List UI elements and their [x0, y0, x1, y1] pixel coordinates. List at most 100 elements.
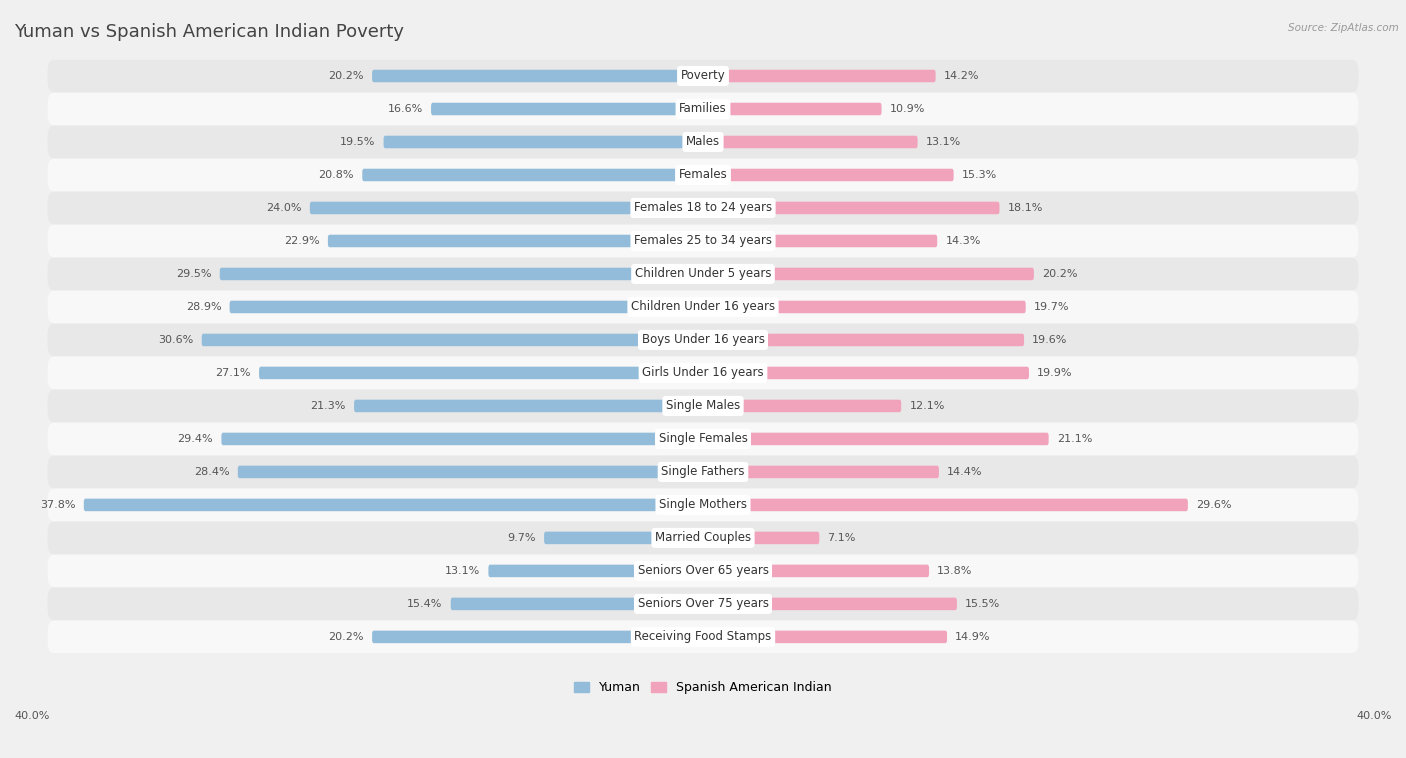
- FancyBboxPatch shape: [703, 169, 953, 181]
- FancyBboxPatch shape: [48, 555, 1358, 587]
- FancyBboxPatch shape: [703, 103, 882, 115]
- Text: Single Mothers: Single Mothers: [659, 499, 747, 512]
- Text: Families: Families: [679, 102, 727, 115]
- Text: 20.2%: 20.2%: [329, 632, 364, 642]
- FancyBboxPatch shape: [48, 423, 1358, 455]
- Legend: Yuman, Spanish American Indian: Yuman, Spanish American Indian: [569, 676, 837, 700]
- Text: 20.2%: 20.2%: [1042, 269, 1077, 279]
- FancyBboxPatch shape: [373, 631, 703, 644]
- Text: 24.0%: 24.0%: [266, 203, 302, 213]
- Text: 18.1%: 18.1%: [1008, 203, 1043, 213]
- Text: 22.9%: 22.9%: [284, 236, 319, 246]
- FancyBboxPatch shape: [48, 522, 1358, 554]
- FancyBboxPatch shape: [703, 597, 957, 610]
- Text: Children Under 16 years: Children Under 16 years: [631, 300, 775, 314]
- Text: 10.9%: 10.9%: [890, 104, 925, 114]
- FancyBboxPatch shape: [363, 169, 703, 181]
- Text: Girls Under 16 years: Girls Under 16 years: [643, 366, 763, 380]
- Text: Yuman vs Spanish American Indian Poverty: Yuman vs Spanish American Indian Poverty: [14, 23, 404, 41]
- FancyBboxPatch shape: [703, 433, 1049, 445]
- Text: Single Females: Single Females: [658, 432, 748, 446]
- Text: 19.5%: 19.5%: [340, 137, 375, 147]
- FancyBboxPatch shape: [48, 192, 1358, 224]
- FancyBboxPatch shape: [48, 126, 1358, 158]
- Text: 19.9%: 19.9%: [1038, 368, 1073, 378]
- Text: 29.6%: 29.6%: [1197, 500, 1232, 510]
- Text: Seniors Over 75 years: Seniors Over 75 years: [637, 597, 769, 610]
- FancyBboxPatch shape: [703, 465, 939, 478]
- Text: Receiving Food Stamps: Receiving Food Stamps: [634, 631, 772, 644]
- Text: 29.4%: 29.4%: [177, 434, 214, 444]
- Text: Source: ZipAtlas.com: Source: ZipAtlas.com: [1288, 23, 1399, 33]
- FancyBboxPatch shape: [48, 291, 1358, 323]
- Text: 16.6%: 16.6%: [388, 104, 423, 114]
- Text: 12.1%: 12.1%: [910, 401, 945, 411]
- Text: 15.3%: 15.3%: [962, 170, 997, 180]
- Text: Females 25 to 34 years: Females 25 to 34 years: [634, 234, 772, 247]
- Text: 28.4%: 28.4%: [194, 467, 229, 477]
- Text: 30.6%: 30.6%: [159, 335, 194, 345]
- Text: 28.9%: 28.9%: [186, 302, 221, 312]
- Text: 14.9%: 14.9%: [955, 632, 991, 642]
- Text: Single Fathers: Single Fathers: [661, 465, 745, 478]
- FancyBboxPatch shape: [432, 103, 703, 115]
- FancyBboxPatch shape: [703, 565, 929, 577]
- Text: 14.4%: 14.4%: [948, 467, 983, 477]
- Text: 15.5%: 15.5%: [965, 599, 1000, 609]
- FancyBboxPatch shape: [703, 202, 1000, 215]
- FancyBboxPatch shape: [451, 597, 703, 610]
- Text: 40.0%: 40.0%: [14, 711, 49, 722]
- Text: 21.3%: 21.3%: [311, 401, 346, 411]
- FancyBboxPatch shape: [703, 531, 820, 544]
- Text: 27.1%: 27.1%: [215, 368, 250, 378]
- FancyBboxPatch shape: [48, 587, 1358, 620]
- Text: 14.3%: 14.3%: [945, 236, 981, 246]
- FancyBboxPatch shape: [48, 621, 1358, 653]
- Text: 21.1%: 21.1%: [1057, 434, 1092, 444]
- Text: 13.1%: 13.1%: [925, 137, 962, 147]
- Text: Males: Males: [686, 136, 720, 149]
- FancyBboxPatch shape: [703, 70, 935, 83]
- FancyBboxPatch shape: [48, 92, 1358, 125]
- FancyBboxPatch shape: [544, 531, 703, 544]
- FancyBboxPatch shape: [238, 465, 703, 478]
- Text: 13.1%: 13.1%: [444, 566, 481, 576]
- FancyBboxPatch shape: [703, 499, 1188, 511]
- FancyBboxPatch shape: [48, 225, 1358, 257]
- Text: 37.8%: 37.8%: [41, 500, 76, 510]
- FancyBboxPatch shape: [48, 390, 1358, 422]
- Text: Single Males: Single Males: [666, 399, 740, 412]
- FancyBboxPatch shape: [219, 268, 703, 280]
- FancyBboxPatch shape: [703, 136, 918, 149]
- FancyBboxPatch shape: [84, 499, 703, 511]
- Text: 20.8%: 20.8%: [319, 170, 354, 180]
- FancyBboxPatch shape: [48, 357, 1358, 389]
- FancyBboxPatch shape: [703, 268, 1033, 280]
- FancyBboxPatch shape: [703, 334, 1024, 346]
- Text: 9.7%: 9.7%: [508, 533, 536, 543]
- FancyBboxPatch shape: [328, 235, 703, 247]
- Text: 19.6%: 19.6%: [1032, 335, 1067, 345]
- FancyBboxPatch shape: [48, 489, 1358, 521]
- FancyBboxPatch shape: [703, 399, 901, 412]
- FancyBboxPatch shape: [259, 367, 703, 379]
- Text: Boys Under 16 years: Boys Under 16 years: [641, 334, 765, 346]
- FancyBboxPatch shape: [48, 324, 1358, 356]
- FancyBboxPatch shape: [703, 631, 948, 644]
- Text: 7.1%: 7.1%: [828, 533, 856, 543]
- FancyBboxPatch shape: [48, 258, 1358, 290]
- FancyBboxPatch shape: [384, 136, 703, 149]
- Text: Seniors Over 65 years: Seniors Over 65 years: [637, 565, 769, 578]
- FancyBboxPatch shape: [373, 70, 703, 83]
- FancyBboxPatch shape: [201, 334, 703, 346]
- Text: Married Couples: Married Couples: [655, 531, 751, 544]
- FancyBboxPatch shape: [229, 301, 703, 313]
- Text: 20.2%: 20.2%: [329, 71, 364, 81]
- Text: 19.7%: 19.7%: [1033, 302, 1070, 312]
- Text: Females: Females: [679, 168, 727, 181]
- FancyBboxPatch shape: [48, 456, 1358, 488]
- FancyBboxPatch shape: [48, 60, 1358, 92]
- Text: 40.0%: 40.0%: [1357, 711, 1392, 722]
- Text: 29.5%: 29.5%: [176, 269, 211, 279]
- Text: 15.4%: 15.4%: [408, 599, 443, 609]
